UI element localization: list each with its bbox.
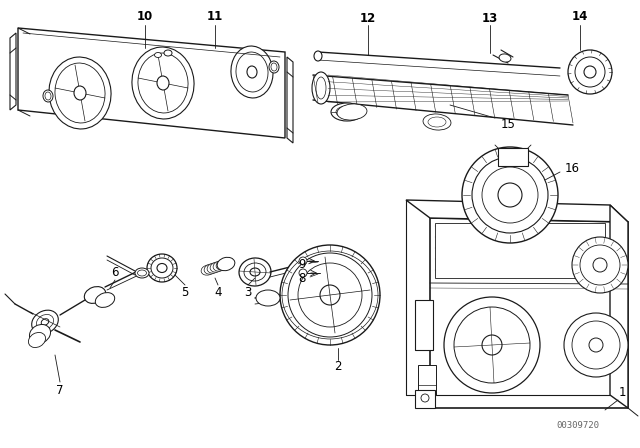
Text: 16: 16 <box>564 161 579 175</box>
Ellipse shape <box>201 265 215 275</box>
Text: 1: 1 <box>618 385 626 399</box>
Ellipse shape <box>95 293 115 307</box>
Bar <box>498 148 528 166</box>
Text: 10: 10 <box>137 10 153 23</box>
Circle shape <box>299 269 307 277</box>
Circle shape <box>564 313 628 377</box>
Ellipse shape <box>32 310 58 334</box>
Ellipse shape <box>216 260 230 270</box>
Circle shape <box>444 297 540 393</box>
Text: 8: 8 <box>298 271 306 284</box>
Ellipse shape <box>239 258 271 286</box>
Ellipse shape <box>499 54 511 62</box>
Ellipse shape <box>312 72 330 104</box>
Ellipse shape <box>213 261 227 271</box>
Ellipse shape <box>74 86 86 100</box>
Text: 00309720: 00309720 <box>557 421 600 430</box>
Ellipse shape <box>135 268 149 278</box>
Ellipse shape <box>204 264 218 274</box>
Ellipse shape <box>217 257 235 271</box>
Text: 7: 7 <box>56 383 64 396</box>
Ellipse shape <box>244 263 266 281</box>
Ellipse shape <box>164 50 172 56</box>
Circle shape <box>498 183 522 207</box>
Ellipse shape <box>157 76 169 90</box>
Ellipse shape <box>337 104 367 120</box>
Circle shape <box>280 245 380 345</box>
Ellipse shape <box>231 46 273 98</box>
Text: 5: 5 <box>181 285 189 298</box>
Text: 13: 13 <box>482 12 498 25</box>
Text: 4: 4 <box>214 285 221 298</box>
Ellipse shape <box>49 57 111 129</box>
Ellipse shape <box>331 103 363 121</box>
Ellipse shape <box>154 52 161 57</box>
Ellipse shape <box>28 332 45 348</box>
Polygon shape <box>610 205 628 408</box>
Bar <box>435 223 605 278</box>
Ellipse shape <box>29 324 51 344</box>
Polygon shape <box>406 200 628 222</box>
Bar <box>415 300 433 350</box>
Ellipse shape <box>151 258 173 278</box>
Text: 6: 6 <box>111 266 119 279</box>
Circle shape <box>593 258 607 272</box>
Text: 11: 11 <box>207 10 223 23</box>
Ellipse shape <box>84 287 106 303</box>
Text: 14: 14 <box>572 10 588 23</box>
Ellipse shape <box>207 263 221 273</box>
Ellipse shape <box>423 114 451 130</box>
Ellipse shape <box>256 290 280 306</box>
Circle shape <box>584 66 596 78</box>
Ellipse shape <box>210 262 224 272</box>
Text: 9: 9 <box>298 258 306 271</box>
Circle shape <box>320 285 340 305</box>
Polygon shape <box>415 390 435 408</box>
Circle shape <box>568 50 612 94</box>
Ellipse shape <box>314 51 322 61</box>
Text: 15: 15 <box>500 119 515 132</box>
Circle shape <box>572 237 628 293</box>
Ellipse shape <box>157 263 167 272</box>
Bar <box>418 365 436 395</box>
Ellipse shape <box>269 61 279 73</box>
Ellipse shape <box>147 254 177 282</box>
Polygon shape <box>18 28 285 138</box>
Circle shape <box>462 147 558 243</box>
Ellipse shape <box>247 66 257 78</box>
Ellipse shape <box>132 47 194 119</box>
Text: 3: 3 <box>244 285 252 298</box>
Circle shape <box>421 394 429 402</box>
Text: 12: 12 <box>360 12 376 25</box>
Circle shape <box>299 257 307 265</box>
Text: 2: 2 <box>334 361 342 374</box>
Ellipse shape <box>250 268 260 276</box>
Ellipse shape <box>41 319 49 325</box>
Polygon shape <box>430 218 628 408</box>
Ellipse shape <box>43 90 53 102</box>
Circle shape <box>482 335 502 355</box>
Circle shape <box>589 338 603 352</box>
